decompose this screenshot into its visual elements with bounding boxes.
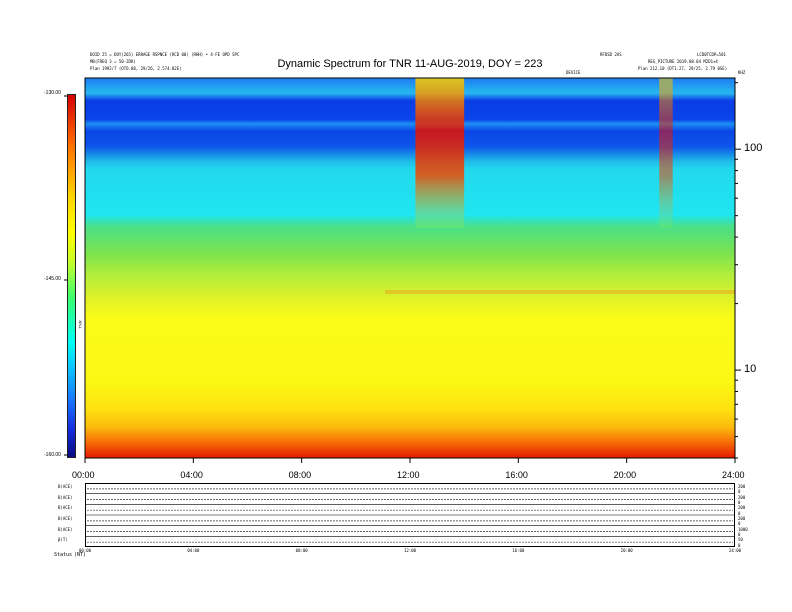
strip-panel-label: B(ACE) <box>58 516 73 521</box>
x-tick-label: 12:00 <box>397 470 420 480</box>
x-tick-label: 16:00 <box>505 470 528 480</box>
strip-panel-label: β(T) <box>58 537 68 543</box>
strip-x-tick-label: 12:00 <box>404 548 417 553</box>
x-tick-label: 20:00 <box>613 470 637 480</box>
strip-x-tick-label: 08:00 <box>295 548 308 553</box>
strip-right-tick: 200 <box>738 494 746 500</box>
header-center-small: DEVICE <box>566 70 581 75</box>
strip-right-tick: 200 <box>738 484 746 489</box>
colorbar-tick-bottom: -160.00 <box>44 452 61 458</box>
header-right-line2: REG_PICTURE 2019.08.04 M2D1+4 <box>648 59 718 64</box>
strip-right-tick: 200 <box>738 516 746 521</box>
header-right-line1: LCD0TCDP=501 <box>697 52 726 57</box>
strip-x-tick-label: 16:00 <box>512 548 525 553</box>
radio-burst-burst <box>415 78 465 228</box>
strip-x-tick-label: 00:00 <box>79 548 92 553</box>
strip-right-tick: 200 <box>738 505 746 511</box>
status-value: (NT) <box>74 552 87 558</box>
strip-right-tick: 1000 <box>738 526 748 532</box>
colorbar-label: TNR <box>77 320 83 329</box>
strip-x-tick-label: 04:00 <box>187 548 200 553</box>
header-left-line3: Plan 1992/7 (OTO.08, 29/26, 2.574.02E) <box>90 66 182 71</box>
x-tick-label: 08:00 <box>288 470 312 480</box>
spectrum-overlay <box>385 78 735 294</box>
status-label: Status <box>54 552 73 558</box>
strip-right-tick: 0 <box>738 489 741 495</box>
radio-burst-burst-2 <box>659 78 673 228</box>
strip-x-tick-label: 24:00 <box>729 548 742 553</box>
strip-right-tick: 0 <box>738 542 741 548</box>
strip-right-tick: 0 <box>738 510 741 516</box>
header-corner-right: KHZ <box>738 70 746 75</box>
colorbar-tick-top: -130.00 <box>44 90 61 96</box>
header-right-line3: Plan 212.10 (DT1.27, 29/25, 2.79 0SE) <box>638 66 728 71</box>
strip-x-tick-label: 20:00 <box>620 548 633 553</box>
colorbar <box>67 94 76 458</box>
dynamic-spectrum-heatmap <box>85 78 735 458</box>
strip-panel-label: B(ACE) <box>58 484 73 489</box>
strip-panel-label: B(ACE) <box>58 526 73 532</box>
strip-panel-label: B(ACE) <box>58 494 73 500</box>
x-tick-label: 00:00 <box>72 470 95 480</box>
strip-right-tick: 50 <box>738 537 743 543</box>
emission-band <box>385 290 735 294</box>
header-left-line2: MB(FREQ 3 = 50-2DK) <box>90 59 136 64</box>
colorbar-tick-mid: -145.00 <box>44 276 61 282</box>
x-tick-label: 04:00 <box>180 470 203 480</box>
x-tick-label: 24:00 <box>722 470 745 480</box>
strip-panel-label: B(ACE) <box>58 505 73 511</box>
strip-right-tick: 0 <box>738 500 741 505</box>
chart-title: Dynamic Spectrum for TNR 11-AUG-2019, DO… <box>277 58 543 70</box>
y-tick-label: 10 <box>744 363 757 376</box>
parameter-strip-panels <box>85 483 735 547</box>
strip-right-tick: 0 <box>738 532 741 537</box>
strip-right-tick: 0 <box>738 521 741 527</box>
header-left-line1: DOID 25 = DOY(265) ERRAGE RSPNCE (RCD 00… <box>90 52 240 57</box>
header-right-line1b: RFDSD 2AS <box>600 52 622 57</box>
y-tick-label: 100 <box>744 142 763 155</box>
